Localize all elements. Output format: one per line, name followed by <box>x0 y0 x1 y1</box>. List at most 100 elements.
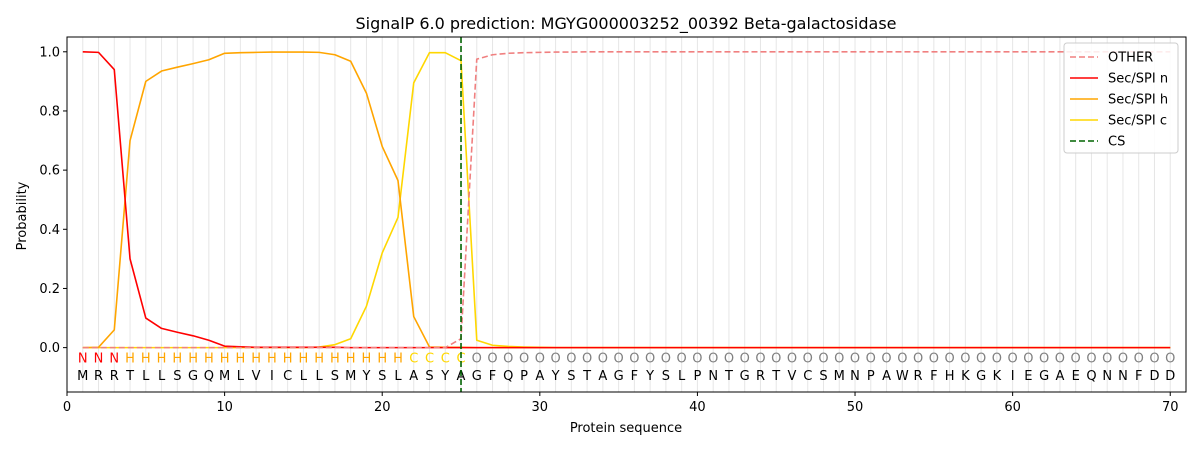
region-label-46: O <box>787 351 797 366</box>
region-label-60: O <box>1008 351 1018 366</box>
x-axis-ticks: 0 10 20 30 40 50 60 70 <box>63 392 1179 415</box>
region-label-61: O <box>1023 351 1033 366</box>
region-label-48: O <box>818 351 828 366</box>
residue-61: E <box>1024 369 1032 384</box>
region-label-63: O <box>1055 351 1065 366</box>
residue-68: F <box>1135 369 1142 384</box>
x-tick-label-50: 50 <box>847 400 864 415</box>
region-label-25: C <box>456 351 465 366</box>
x-tick-label-60: 60 <box>1004 400 1021 415</box>
chart-title: SignalP 6.0 prediction: MGYG000003252_00… <box>355 14 896 34</box>
residue-14: C <box>283 369 292 384</box>
residue-8: G <box>188 369 198 384</box>
y-tick-label-0: 0.0 <box>39 341 60 356</box>
region-label-12: H <box>251 351 261 366</box>
residue-11: L <box>237 369 245 384</box>
region-label-21: H <box>393 351 403 366</box>
residue-9: Q <box>204 369 214 384</box>
residue-39: L <box>678 369 686 384</box>
residue-70: D <box>1165 369 1175 384</box>
region-label-62: O <box>1039 351 1049 366</box>
residue-5: L <box>142 369 150 384</box>
position-gridlines <box>82 37 1171 392</box>
region-label-22: C <box>409 351 418 366</box>
residue-45: T <box>771 369 780 384</box>
region-label-68: O <box>1134 351 1144 366</box>
residue-22: A <box>409 369 418 384</box>
residue-66: N <box>1102 369 1112 384</box>
y-tick-label-2: 0.4 <box>39 223 60 238</box>
region-label-58: O <box>976 351 986 366</box>
region-label-31: O <box>550 351 560 366</box>
region-label-17: H <box>330 351 340 366</box>
residue-51: P <box>867 369 875 384</box>
residue-19: Y <box>361 369 370 384</box>
residue-67: N <box>1118 369 1128 384</box>
region-label-36: O <box>629 351 639 366</box>
region-label-44: O <box>755 351 765 366</box>
residue-21: L <box>394 369 402 384</box>
x-tick-label-0: 0 <box>63 400 71 415</box>
residue-52: A <box>882 369 891 384</box>
series-line-sec-spi-c <box>82 51 1171 349</box>
region-label-28: O <box>503 351 513 366</box>
x-tick-label-10: 10 <box>216 400 233 415</box>
residue-58: G <box>976 369 986 384</box>
region-label-35: O <box>614 351 624 366</box>
region-label-67: O <box>1118 351 1128 366</box>
residue-13: I <box>270 369 274 384</box>
residue-17: S <box>331 369 339 384</box>
residue-49: M <box>834 369 845 384</box>
region-label-15: H <box>299 351 309 366</box>
x-tick-label-40: 40 <box>689 400 706 415</box>
y-tick-label-4: 0.8 <box>39 104 60 119</box>
residue-25: A <box>457 369 466 384</box>
region-label-5: H <box>141 351 151 366</box>
residue-34: A <box>598 369 607 384</box>
region-label-2: N <box>94 351 104 366</box>
y-tick-label-3: 0.6 <box>39 164 60 179</box>
residue-23: S <box>425 369 433 384</box>
residue-28: Q <box>503 369 513 384</box>
residue-63: A <box>1055 369 1064 384</box>
x-tick-label-20: 20 <box>374 400 391 415</box>
residue-60: I <box>1011 369 1015 384</box>
residue-55: F <box>930 369 937 384</box>
region-label-23: C <box>425 351 434 366</box>
region-label-53: O <box>897 351 907 366</box>
legend-label-cs: CS <box>1108 135 1125 150</box>
residue-32: S <box>567 369 575 384</box>
residue-43: G <box>740 369 750 384</box>
region-label-27: O <box>487 351 497 366</box>
residue-53: W <box>896 369 909 384</box>
region-label-29: O <box>519 351 529 366</box>
y-axis-ticks: 0.0 0.2 0.4 0.6 0.8 1.0 <box>39 45 67 356</box>
region-label-32: O <box>566 351 576 366</box>
residue-48: S <box>819 369 827 384</box>
residue-7: S <box>173 369 181 384</box>
legend-label-sec-spi-h: Sec/SPI h <box>1108 93 1168 108</box>
residue-6: L <box>158 369 166 384</box>
legend: OTHER Sec/SPI n Sec/SPI h Sec/SPI c CS <box>1063 42 1179 154</box>
region-label-33: O <box>582 351 592 366</box>
residue-29: P <box>520 369 528 384</box>
region-label-19: H <box>362 351 372 366</box>
region-label-11: H <box>235 351 245 366</box>
series-line-sec-spi-n <box>82 50 1171 349</box>
residue-30: A <box>535 369 544 384</box>
region-label-66: O <box>1102 351 1112 366</box>
series-line-sec-spi-h <box>82 51 1171 349</box>
region-label-49: O <box>834 351 844 366</box>
residue-41: N <box>708 369 718 384</box>
series-lines <box>82 50 1171 349</box>
region-label-37: O <box>645 351 655 366</box>
region-label-52: O <box>881 351 891 366</box>
residue-16: L <box>316 369 324 384</box>
region-label-34: O <box>598 351 608 366</box>
x-axis-title: Protein sequence <box>570 421 682 436</box>
residue-36: F <box>631 369 638 384</box>
residue-3: R <box>110 369 119 384</box>
region-label-57: O <box>960 351 970 366</box>
region-label-18: H <box>346 351 356 366</box>
